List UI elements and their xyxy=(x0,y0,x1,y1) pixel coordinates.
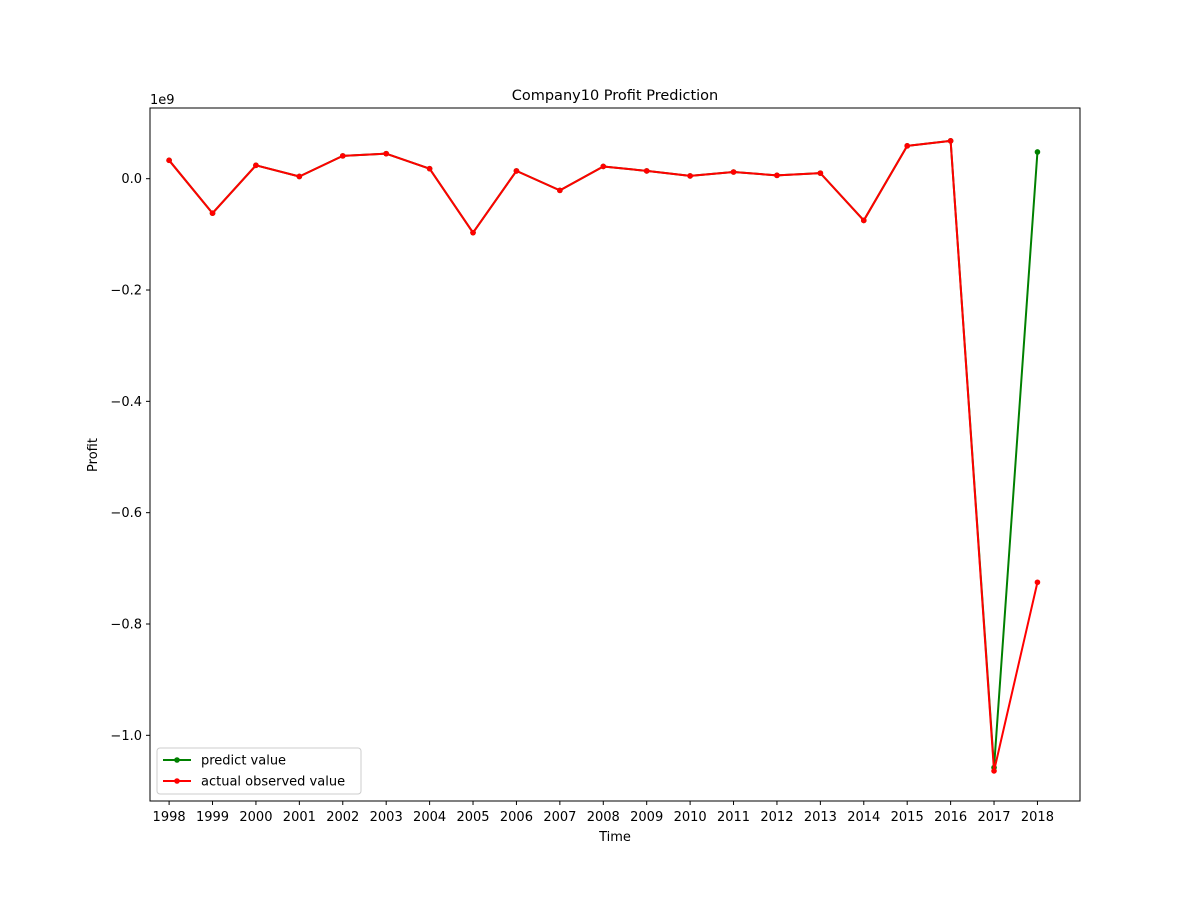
x-tick-label: 2016 xyxy=(934,810,967,825)
x-tick-label: 2006 xyxy=(500,810,533,825)
data-point xyxy=(600,163,607,170)
y-tick-label: 0.0 xyxy=(121,172,142,187)
x-tick-label: 2007 xyxy=(543,810,576,825)
legend-marker xyxy=(174,778,180,784)
legend-box xyxy=(156,747,362,795)
data-point xyxy=(947,138,954,144)
data-point xyxy=(339,153,346,159)
legend-marker xyxy=(174,757,180,763)
x-tick-label: 1999 xyxy=(196,810,229,825)
y-axis: 0.0 −0.2 −0.4 −0.6 −0.8 −1.0 xyxy=(110,172,150,744)
data-point xyxy=(426,165,433,172)
x-tick-label: 2018 xyxy=(1021,810,1054,825)
y-tick-label: −0.4 xyxy=(110,395,142,410)
y-tick-label: −0.6 xyxy=(110,506,142,521)
data-point xyxy=(730,169,737,175)
x-tick-label: 2014 xyxy=(847,810,880,825)
data-point xyxy=(166,157,172,164)
data-point xyxy=(209,210,216,217)
chart-title: Company10 Profit Prediction xyxy=(512,88,719,104)
data-point xyxy=(860,217,867,224)
data-point xyxy=(383,150,389,157)
x-tick-label: 2017 xyxy=(977,810,1010,825)
data-point xyxy=(513,168,520,174)
x-tick-label: 2011 xyxy=(717,810,750,825)
data-point xyxy=(904,143,910,149)
y-tick-label: −0.2 xyxy=(110,284,142,299)
legend-item: predict value xyxy=(163,754,286,769)
x-tick-label: 2001 xyxy=(283,810,316,825)
data-point xyxy=(1034,579,1041,586)
data-point xyxy=(1034,149,1041,155)
series-1 xyxy=(166,138,1041,774)
data-point xyxy=(253,162,259,169)
data-point xyxy=(643,168,650,174)
x-tick-label: 2009 xyxy=(630,810,663,825)
x-tick-label: 2010 xyxy=(674,810,707,825)
data-point xyxy=(687,173,693,179)
x-tick-label: 2008 xyxy=(587,810,620,825)
x-tick-label: 2004 xyxy=(413,810,446,825)
y-tick-label: −1.0 xyxy=(110,729,142,744)
axes-frame xyxy=(149,107,1081,802)
plot-area xyxy=(166,138,1041,774)
x-tick-label: 2000 xyxy=(239,810,272,825)
data-point xyxy=(817,170,824,176)
x-tick-label: 2005 xyxy=(456,810,489,825)
x-tick-label: 1998 xyxy=(153,810,186,825)
x-tick-label: 2002 xyxy=(326,810,359,825)
x-axis: 1998 1999 2000 2001 2002 2003 2004 2005 2006 2007… xyxy=(153,801,1054,825)
data-point xyxy=(557,187,563,194)
data-point xyxy=(296,173,303,180)
x-axis-label: Time xyxy=(598,830,631,845)
x-tick-label: 2012 xyxy=(760,810,793,825)
data-point xyxy=(991,768,997,774)
data-point xyxy=(774,172,780,179)
y-axis-label: Profit xyxy=(86,438,101,472)
legend: predict value actual observed value xyxy=(156,747,362,795)
x-tick-label: 2015 xyxy=(891,810,924,825)
x-tick-label: 2013 xyxy=(804,810,837,825)
legend-item: actual observed value xyxy=(163,775,345,790)
data-point xyxy=(470,229,476,236)
x-tick-label: 2003 xyxy=(370,810,403,825)
y-tick-label: −0.8 xyxy=(110,617,142,632)
legend-label: predict value xyxy=(201,754,286,769)
y-offset-label: 1e9 xyxy=(150,93,175,108)
legend-label: actual observed value xyxy=(201,775,345,790)
